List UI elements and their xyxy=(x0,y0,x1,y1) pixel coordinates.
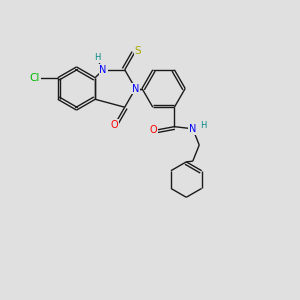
Text: O: O xyxy=(110,120,118,130)
Text: S: S xyxy=(135,46,141,56)
Text: H: H xyxy=(200,121,206,130)
Text: Cl: Cl xyxy=(30,73,40,83)
Text: N: N xyxy=(99,65,107,75)
Text: N: N xyxy=(132,83,139,94)
Text: H: H xyxy=(94,53,100,62)
Text: N: N xyxy=(189,124,196,134)
Text: O: O xyxy=(150,125,157,135)
